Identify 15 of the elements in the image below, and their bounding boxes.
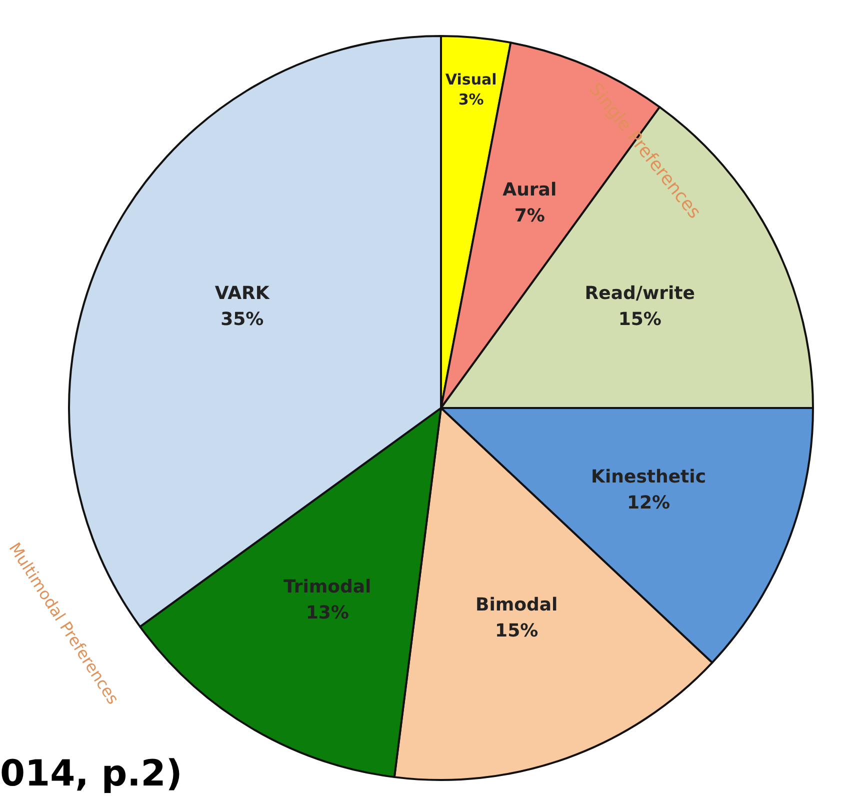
data-label: 7% bbox=[514, 206, 545, 227]
data-label: 13% bbox=[306, 602, 349, 624]
data-label: 3% bbox=[458, 90, 484, 108]
slice-label: Trimodal bbox=[284, 576, 372, 598]
slice-label: Visual bbox=[445, 70, 497, 88]
slice-label: Read/write bbox=[584, 283, 695, 304]
data-label: 15% bbox=[618, 309, 662, 330]
text: 014, p.2) bbox=[0, 754, 182, 794]
data-label: 12% bbox=[626, 492, 670, 514]
data-label: 15% bbox=[495, 620, 538, 642]
slice-label: Kinesthetic bbox=[591, 466, 706, 488]
slice-label: VARK bbox=[214, 283, 270, 304]
data-label: 35% bbox=[220, 309, 264, 330]
slice-label: Bimodal bbox=[475, 594, 558, 616]
slice-label: Aural bbox=[502, 180, 557, 201]
